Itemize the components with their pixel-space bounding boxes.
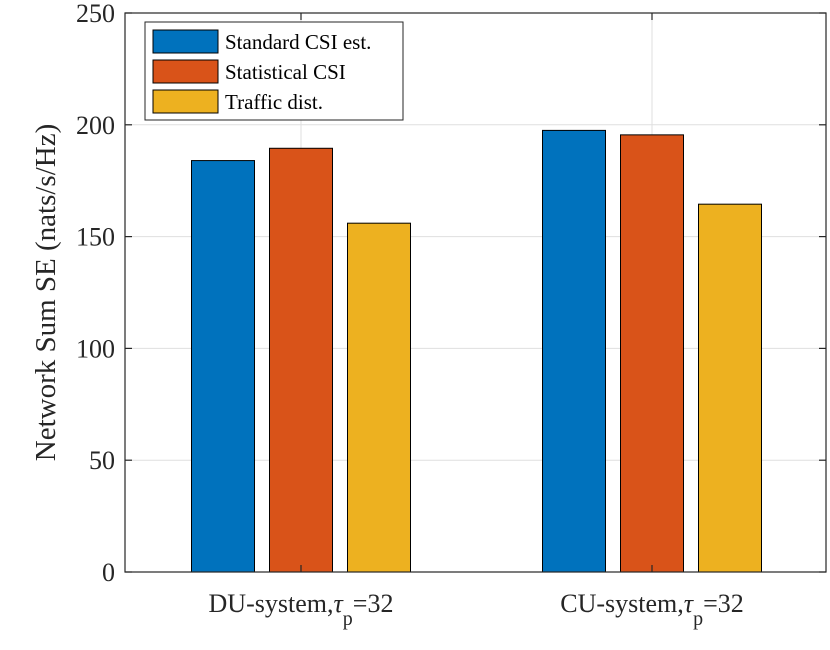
legend-label: Traffic dist. — [225, 90, 323, 114]
y-tick-label: 100 — [76, 334, 115, 363]
plot-frame — [124, 12, 827, 573]
legend-label: Statistical CSI — [225, 60, 346, 84]
bar-statistical-csi-1 — [269, 147, 333, 573]
legend-swatch — [152, 59, 219, 84]
y-tick-label: 50 — [89, 446, 115, 475]
y-axis-label: Network Sum SE (nats/s/Hz) — [30, 124, 62, 462]
bar-standard-csi-est-1 — [191, 160, 255, 573]
bars — [191, 129, 762, 573]
x-tick-label: DU-system,τp=32 — [209, 589, 394, 630]
legend-swatch — [152, 89, 219, 114]
y-tick-label: 200 — [76, 111, 115, 140]
y-tick-label: 0 — [102, 558, 115, 587]
y-tick-label: 150 — [76, 223, 115, 252]
x-tick-label: CU-system,τp=32 — [560, 589, 743, 630]
bar-traffic-dist-2 — [698, 203, 762, 573]
y-tick-label: 250 — [76, 0, 115, 28]
legend-label: Standard CSI est. — [225, 30, 371, 54]
bar-traffic-dist-1 — [347, 222, 411, 573]
bar-standard-csi-est-2 — [542, 129, 606, 573]
legend: Standard CSI est. Statistical CSI Traffic … — [144, 21, 404, 121]
bar-statistical-csi-2 — [620, 134, 684, 573]
axes — [124, 12, 827, 573]
legend-swatch — [152, 29, 219, 54]
tick-labels: 0 50 100 150 200 250 DU-system,τp=32 CU-system,… — [76, 0, 744, 630]
